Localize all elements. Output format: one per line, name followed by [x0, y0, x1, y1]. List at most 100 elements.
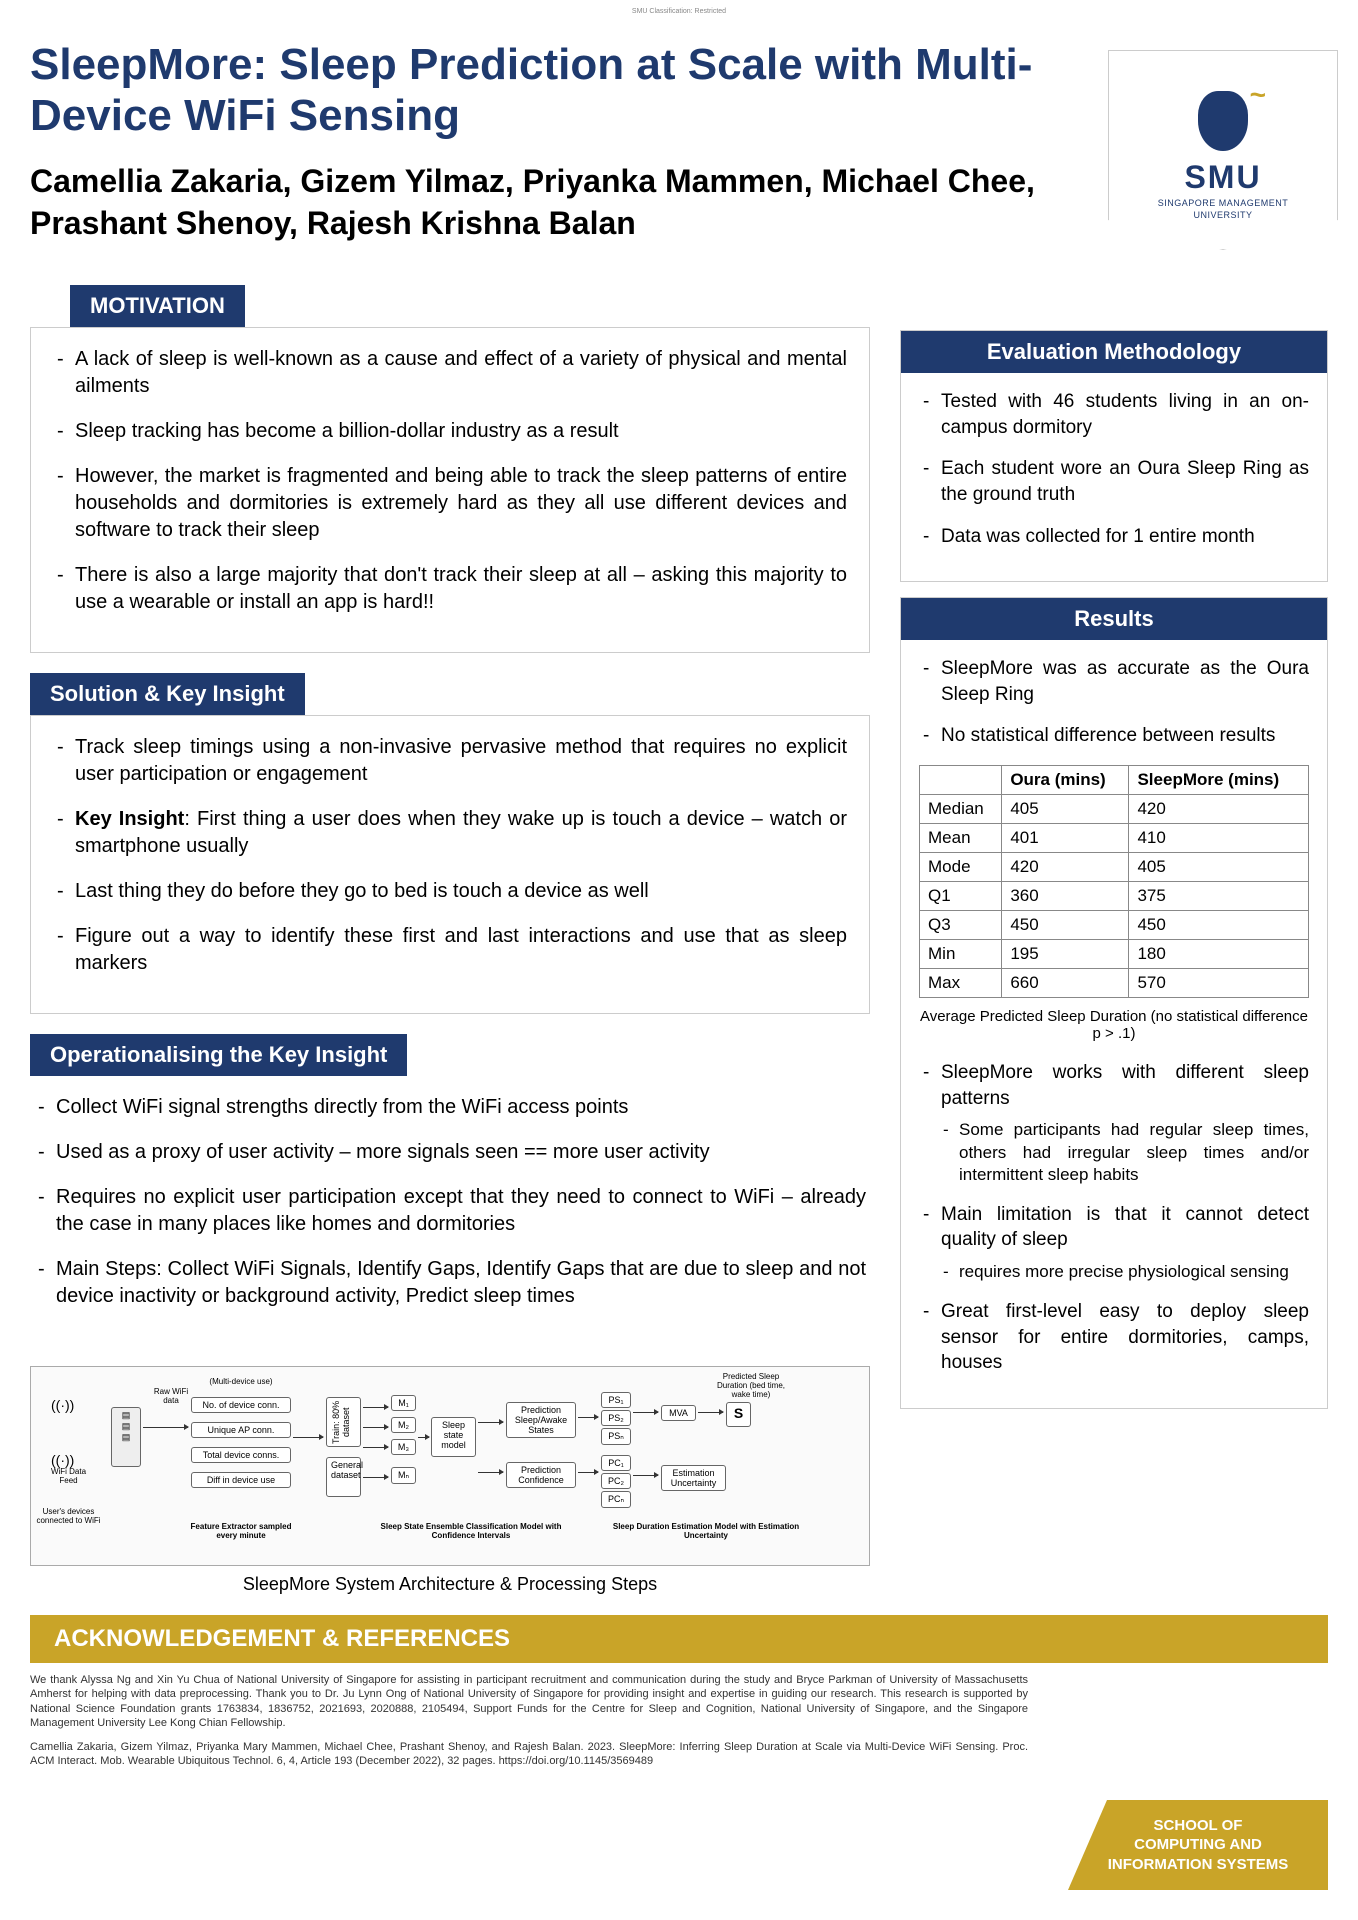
solution-header: Solution & Key Insight	[30, 673, 305, 715]
table-header-cell: SleepMore (mins)	[1129, 766, 1309, 795]
table-caption: Average Predicted Sleep Duration (no sta…	[919, 1008, 1309, 1042]
sub-list-item: Some participants had regular sleep time…	[941, 1119, 1309, 1185]
arch-box: S	[726, 1402, 751, 1427]
results-table: Oura (mins)SleepMore (mins) Median405420…	[919, 765, 1309, 998]
table-cell: 450	[1002, 911, 1129, 940]
list-item: Figure out a way to identify these first…	[53, 923, 847, 977]
arch-box: Mₙ	[391, 1467, 416, 1484]
wifi-icon: ((·))	[51, 1452, 74, 1468]
table-row: Max660570	[920, 969, 1309, 998]
table-cell: 420	[1129, 795, 1309, 824]
arch-label: Sleep State Ensemble Classification Mode…	[361, 1522, 581, 1540]
solution-box: Track sleep timings using a non-invasive…	[30, 715, 870, 1014]
architecture-diagram: ((·)) ((·)) WiFi Data Feed User's device…	[30, 1366, 870, 1566]
eval-header: Evaluation Methodology	[901, 331, 1327, 373]
table-cell: 410	[1129, 824, 1309, 853]
table-row: Mode420405	[920, 853, 1309, 882]
lion-icon	[1198, 91, 1248, 151]
arch-label: Predicted Sleep Duration (bed time, wake…	[711, 1372, 791, 1399]
list-item: Main Steps: Collect WiFi Signals, Identi…	[34, 1256, 866, 1310]
table-row: Median405420	[920, 795, 1309, 824]
arch-box: Diff in device use	[191, 1472, 291, 1488]
table-cell: 660	[1002, 969, 1129, 998]
arch-box: PSₙ	[601, 1428, 631, 1445]
table-cell: Q3	[920, 911, 1002, 940]
results-box: Results SleepMore was as accurate as the…	[900, 597, 1328, 1409]
arch-label: (Multi-device use)	[196, 1377, 286, 1386]
table-cell: Min	[920, 940, 1002, 969]
arch-label: WiFi Data Feed	[41, 1467, 96, 1485]
list-item: Sleep tracking has become a billion-doll…	[53, 418, 847, 445]
eval-box: Evaluation Methodology Tested with 46 st…	[900, 330, 1328, 582]
table-row: Q1360375	[920, 882, 1309, 911]
arch-box: No. of device conn.	[191, 1397, 291, 1413]
list-item: However, the market is fragmented and be…	[53, 463, 847, 544]
logo-acronym: SMU	[1184, 159, 1261, 196]
table-cell: 195	[1002, 940, 1129, 969]
logo-full1: SINGAPORE MANAGEMENT	[1158, 198, 1289, 208]
server-icon: ▤▤▤	[111, 1407, 141, 1467]
list-item: SleepMore works with different sleep pat…	[919, 1060, 1309, 1186]
ack-header: ACKNOWLEDGEMENT & REFERENCES	[30, 1615, 1328, 1663]
arch-caption: SleepMore System Architecture & Processi…	[30, 1574, 870, 1595]
table-cell: 570	[1129, 969, 1309, 998]
results-header: Results	[901, 598, 1327, 640]
motivation-header: MOTIVATION	[70, 285, 245, 327]
arch-box: PS₂	[601, 1410, 631, 1426]
classification-label: SMU Classification: Restricted	[632, 8, 726, 15]
smu-logo: SMU SINGAPORE MANAGEMENT UNIVERSITY	[1098, 40, 1328, 260]
list-item: Tested with 46 students living in an on-…	[919, 389, 1309, 440]
badge-line: COMPUTING AND	[1134, 1835, 1262, 1855]
arch-box: PS₁	[601, 1392, 631, 1408]
arch-label: Sleep Duration Estimation Model with Est…	[606, 1522, 806, 1540]
badge-line: INFORMATION SYSTEMS	[1108, 1855, 1289, 1875]
list-item: Main limitation is that it cannot detect…	[919, 1202, 1309, 1283]
table-cell: Max	[920, 969, 1002, 998]
arch-box: Prediction Confidence	[506, 1462, 576, 1488]
list-item: Track sleep timings using a non-invasive…	[53, 734, 847, 788]
table-cell: 360	[1002, 882, 1129, 911]
table-cell: 420	[1002, 853, 1129, 882]
table-cell: 405	[1129, 853, 1309, 882]
arch-label: Raw WiFi data	[146, 1387, 196, 1405]
poster-title: SleepMore: Sleep Prediction at Scale wit…	[30, 40, 1098, 141]
operational-header: Operationalising the Key Insight	[30, 1034, 407, 1076]
table-cell: 450	[1129, 911, 1309, 940]
list-item: Requires no explicit user participation …	[34, 1184, 866, 1238]
table-header-cell: Oura (mins)	[1002, 766, 1129, 795]
arch-box: M₂	[391, 1417, 416, 1433]
poster-authors: Camellia Zakaria, Gizem Yilmaz, Priyanka…	[30, 161, 1098, 244]
operational-box: Collect WiFi signal strengths directly f…	[30, 1076, 870, 1346]
arch-box: PC₂	[601, 1473, 631, 1489]
table-row: Mean401410	[920, 824, 1309, 853]
list-item: Collect WiFi signal strengths directly f…	[34, 1094, 866, 1121]
list-item: There is also a large majority that don'…	[53, 562, 847, 616]
list-item: Key Insight: First thing a user does whe…	[53, 806, 847, 860]
school-badge: SCHOOL OF COMPUTING AND INFORMATION SYST…	[1068, 1800, 1328, 1890]
arch-box: Prediction Sleep/Awake States	[506, 1402, 576, 1438]
arch-label: User's devices connected to WiFi	[36, 1507, 101, 1525]
list-item: No statistical difference between result…	[919, 723, 1309, 749]
arch-box: Unique AP conn.	[191, 1422, 291, 1438]
badge-line: SCHOOL OF	[1154, 1816, 1243, 1836]
arch-box: M₃	[391, 1439, 416, 1455]
arch-box: Sleep state model	[431, 1417, 476, 1457]
table-cell: Mode	[920, 853, 1002, 882]
poster-header: SleepMore: Sleep Prediction at Scale wit…	[30, 40, 1328, 260]
list-item: Data was collected for 1 entire month	[919, 524, 1309, 550]
table-header-cell	[920, 766, 1002, 795]
table-cell: 180	[1129, 940, 1309, 969]
table-cell: 405	[1002, 795, 1129, 824]
list-item: Great first-level easy to deploy sleep s…	[919, 1299, 1309, 1376]
table-cell: 401	[1002, 824, 1129, 853]
list-item: Each student wore an Oura Sleep Ring as …	[919, 456, 1309, 507]
arch-box: General dataset	[326, 1457, 361, 1497]
arch-box: Train: 80% dataset	[326, 1397, 361, 1447]
list-item: SleepMore was as accurate as the Oura Sl…	[919, 656, 1309, 707]
arch-box: Estimation Uncertainty	[661, 1465, 726, 1491]
table-cell: 375	[1129, 882, 1309, 911]
table-cell: Median	[920, 795, 1002, 824]
arch-box: Total device conns.	[191, 1447, 291, 1463]
table-row: Min195180	[920, 940, 1309, 969]
list-item: Last thing they do before they go to bed…	[53, 878, 847, 905]
